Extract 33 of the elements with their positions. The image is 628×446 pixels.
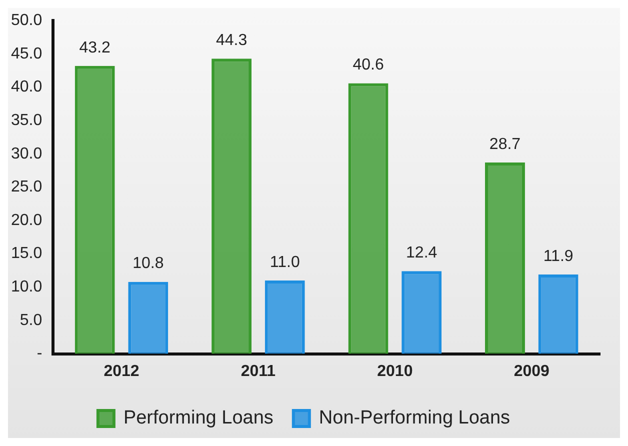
data-label: 10.8 (132, 255, 164, 272)
data-label: 40.6 (352, 56, 384, 74)
bar (128, 282, 168, 354)
x-tick-label: 2012 (104, 362, 140, 380)
bar (264, 280, 305, 354)
data-label: 11.9 (543, 248, 574, 265)
y-tick-label: 45.0 (11, 45, 42, 62)
y-tick-label: 35.0 (11, 112, 42, 129)
y-tick-label: 50.0 (11, 12, 42, 30)
data-label: 44.3 (216, 32, 248, 49)
data-label: 28.7 (489, 136, 521, 153)
y-tick-label: 30.0 (11, 145, 42, 162)
data-label: 12.4 (406, 244, 438, 262)
y-tick-label: 5.0 (20, 312, 42, 329)
bar (538, 274, 578, 354)
y-tick-label: - (36, 345, 42, 362)
y-tick-label: 10.0 (11, 278, 42, 296)
x-tick-label: 2011 (240, 362, 276, 380)
y-tick-label: 20.0 (11, 212, 42, 229)
y-tick-label: 40.0 (11, 78, 42, 96)
data-label: 11.0 (270, 254, 300, 271)
bar (212, 58, 252, 354)
y-tick-label: 15.0 (11, 245, 42, 262)
x-tick-label: 2010 (377, 362, 413, 380)
legend-label: Performing Loans (123, 408, 274, 429)
bar (484, 162, 525, 354)
x-tick-label: 2009 (514, 362, 550, 380)
data-label: 43.2 (79, 39, 111, 56)
bar (402, 271, 442, 354)
bar (348, 83, 388, 354)
bar (74, 66, 115, 354)
y-tick-label: 25.0 (11, 178, 42, 196)
legend-label: Non-Performing Loans (318, 408, 510, 429)
